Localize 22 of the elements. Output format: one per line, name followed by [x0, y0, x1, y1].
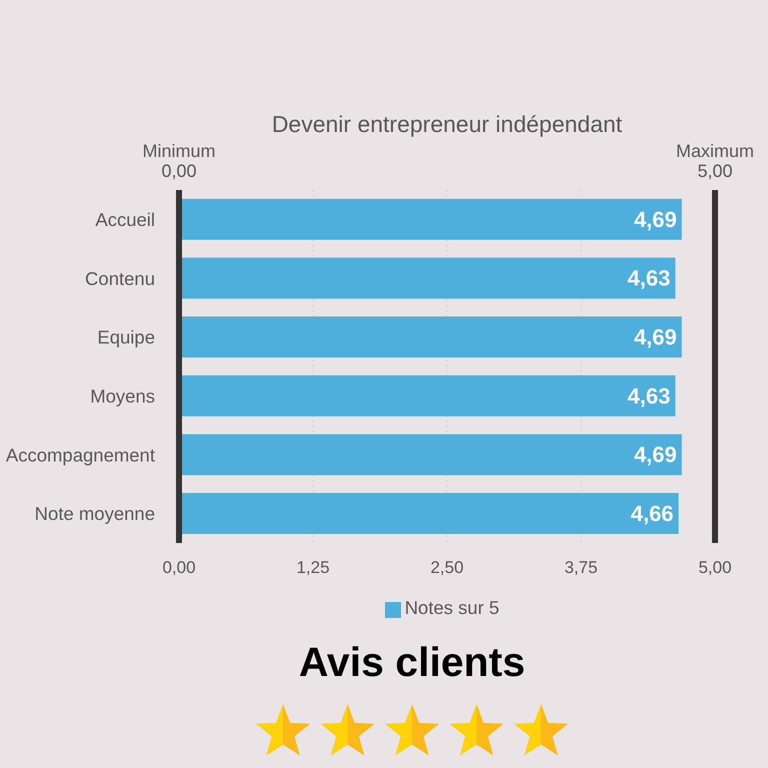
data-label: 4,66: [630, 500, 674, 526]
x-tick-label: 1,25: [296, 558, 330, 578]
x-tick-label: 2,50: [430, 558, 464, 578]
x-tick-label: 5,00: [698, 558, 732, 578]
y-tick-label: Accueil: [95, 208, 155, 230]
y-tick-label: Accompagnement: [6, 444, 155, 466]
x-tick-label: 0,00: [162, 558, 196, 578]
y-tick-label: Moyens: [90, 385, 155, 406]
text: Avis clients: [298, 639, 526, 685]
data-label: 4,63: [628, 383, 670, 408]
x-tick-label: 3,75: [564, 558, 598, 578]
data-label: 4,63: [628, 266, 670, 291]
chart-title: Devenir entrepreneur indépendant: [270, 111, 624, 137]
data-label: 4,69: [634, 206, 677, 232]
data-label: 4,69: [634, 442, 677, 468]
text: Minimum 0,00: [142, 141, 216, 181]
ref-line-label: Maximum 5,00: [676, 141, 754, 181]
data-label: 4,69: [634, 324, 677, 350]
y-tick-label: Note moyenne: [34, 503, 155, 524]
y-tick-label: Contenu: [85, 268, 155, 289]
legend-label: Notes sur 5: [404, 597, 500, 618]
y-tick-label: Equipe: [97, 326, 155, 348]
